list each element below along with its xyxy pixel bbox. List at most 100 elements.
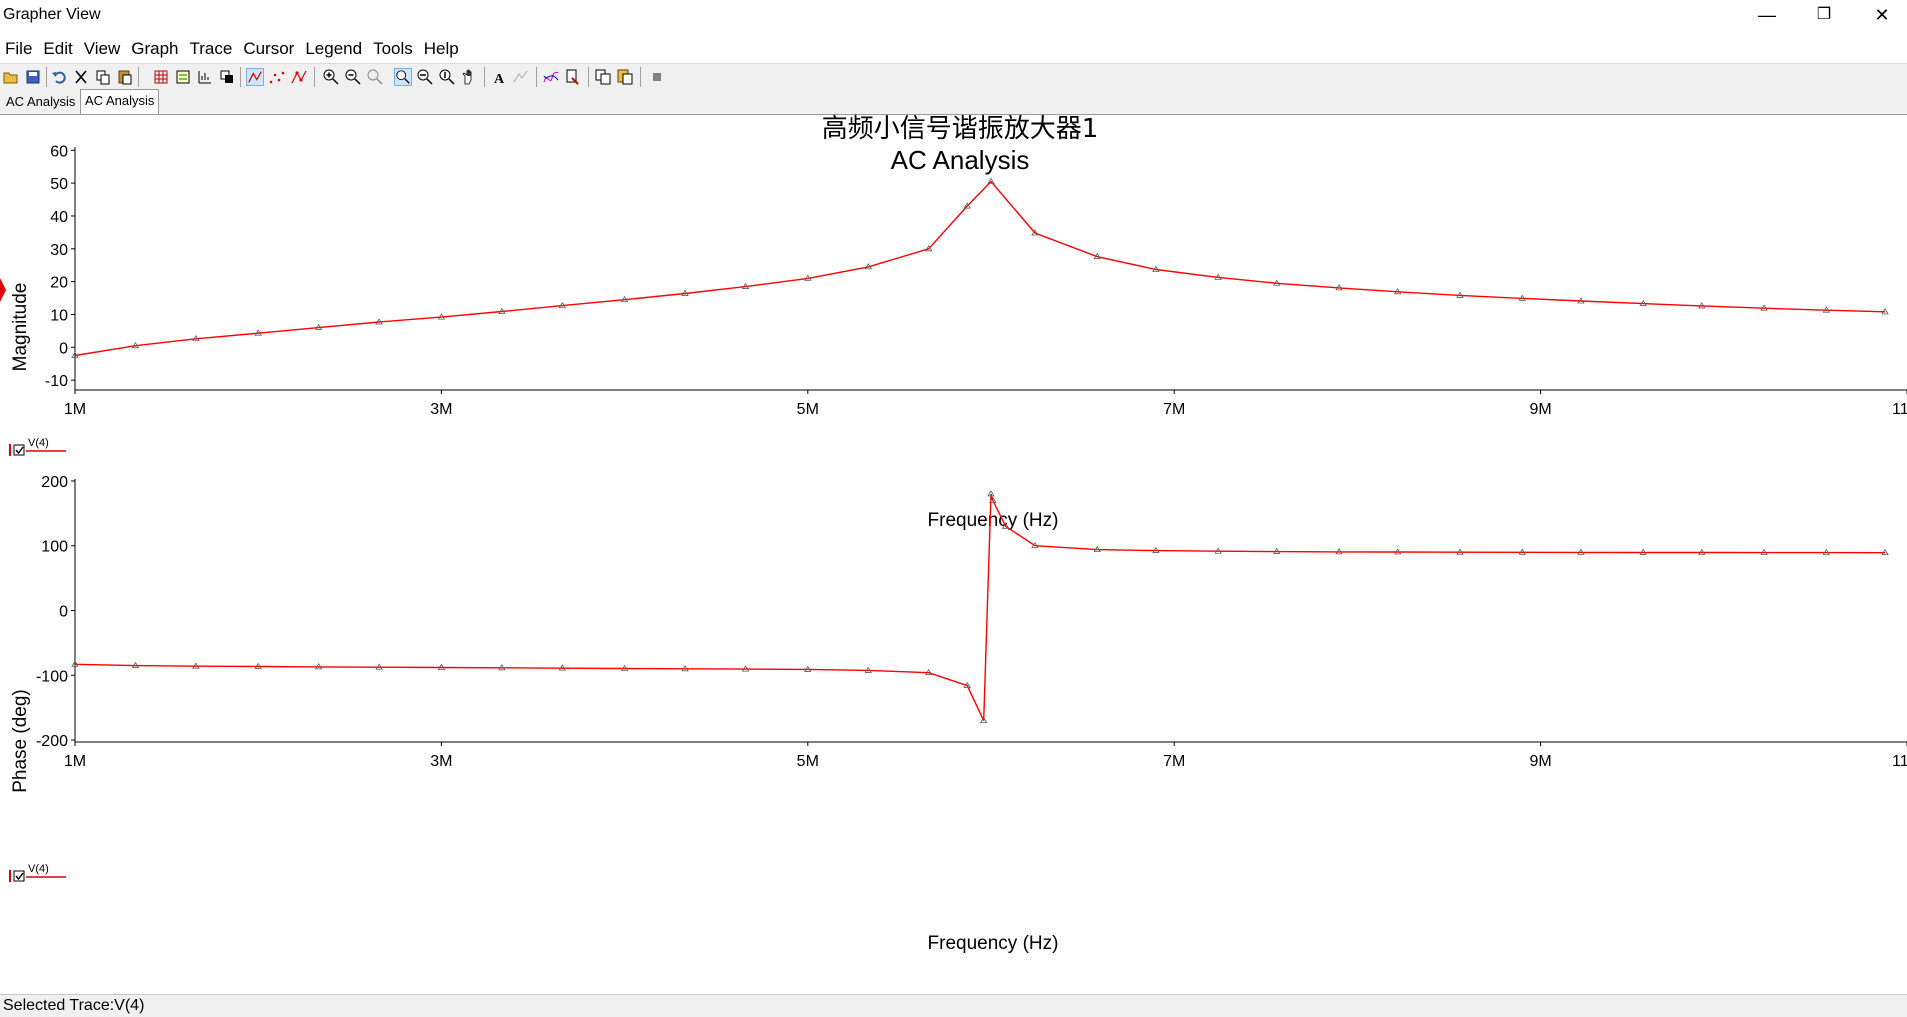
phase-plot: Phase (deg) Frequency (Hz) — [10, 689, 1058, 954]
phase-x-label: Frequency (Hz) — [928, 933, 1059, 954]
menu-tools[interactable]: Tools — [373, 39, 413, 58]
x-tick-label: 1M — [64, 753, 86, 770]
y-tick-label: 30 — [50, 242, 68, 259]
stop-icon[interactable] — [648, 68, 666, 86]
chart-1-marks: 200 100 0 -100 -200 1M 3M 5M 7M 9M 11M — [36, 474, 1907, 770]
tab-ac-analysis-1[interactable]: AC Analysis — [6, 94, 76, 109]
zoom-out-icon[interactable] — [344, 68, 362, 86]
menu-legend[interactable]: Legend — [305, 39, 363, 58]
zoom-x-icon[interactable] — [394, 68, 412, 86]
legend-checkbox[interactable] — [13, 444, 25, 456]
minimize-button[interactable]: — — [1758, 5, 1776, 25]
legend-icon[interactable] — [174, 68, 192, 86]
data-point-marker — [1760, 304, 1768, 311]
data-point-marker — [1393, 548, 1402, 555]
y-tick-label: 50 — [50, 176, 68, 193]
title-bar: Grapher View — ❐ ✕ — [0, 0, 1907, 30]
data-point-marker — [71, 660, 79, 667]
y-tick-label: 20 — [50, 275, 68, 292]
x-tick-label: 3M — [430, 401, 452, 418]
zoom-y-icon[interactable] — [416, 68, 434, 86]
dots-icon[interactable] — [268, 68, 286, 86]
legend-magnitude[interactable]: V(4) — [9, 437, 66, 456]
paste-icon[interactable] — [116, 68, 134, 86]
data-point-marker — [864, 666, 872, 673]
data-point-marker — [1093, 252, 1101, 260]
menu-cursor[interactable]: Cursor — [243, 39, 295, 58]
legend-phase[interactable]: V(4) — [9, 863, 66, 882]
data-point-marker — [1698, 548, 1706, 555]
toggle-icon[interactable] — [196, 68, 214, 86]
pan-icon[interactable] — [460, 68, 478, 86]
data-point-marker — [1152, 265, 1160, 272]
menu-edit[interactable]: Edit — [43, 39, 73, 58]
data-point-marker — [1456, 291, 1464, 298]
data-point-marker — [192, 662, 200, 669]
label-icon[interactable] — [512, 68, 530, 86]
data-point-marker — [498, 307, 506, 314]
x-tick-label: 5M — [797, 753, 819, 770]
graph-area[interactable]: 高频小信号谐振放大器1 AC Analysis Magnitude Freque… — [0, 114, 1907, 994]
data-point-marker — [1518, 294, 1526, 301]
phase-y-label: Phase (deg) — [10, 689, 31, 793]
open-icon[interactable] — [2, 68, 20, 86]
y-tick-label: 100 — [41, 539, 68, 556]
data-point-marker — [741, 665, 750, 672]
zoom-full-icon[interactable] — [366, 68, 384, 86]
line-dots-icon[interactable] — [290, 68, 308, 86]
magnitude-x-label: Frequency (Hz) — [928, 510, 1059, 531]
toolbar-separator — [640, 67, 641, 87]
data-point-marker — [979, 716, 988, 724]
grid-icon[interactable] — [152, 68, 170, 86]
overlay-icon[interactable] — [218, 68, 236, 86]
data-point-marker — [1639, 299, 1647, 307]
copy-icon[interactable] — [94, 68, 112, 86]
data-point-marker — [192, 334, 200, 342]
toolbar-separator — [46, 67, 47, 87]
export-icon[interactable] — [564, 68, 582, 86]
window-title: Grapher View — [3, 6, 101, 23]
toolbar-separator — [240, 67, 241, 87]
data-point-marker — [1393, 288, 1402, 295]
menu-trace[interactable]: Trace — [189, 39, 233, 58]
curve-icon[interactable] — [542, 68, 560, 86]
data-point-marker — [1698, 302, 1706, 309]
data-point-marker — [681, 289, 689, 296]
data-point-marker — [1273, 547, 1281, 554]
data-point-marker — [437, 663, 446, 670]
y-tick-label: 10 — [50, 307, 68, 324]
data-point-marker — [1639, 548, 1647, 555]
x-tick-label: 5M — [797, 401, 819, 418]
menu-bar: File Edit View Graph Trace Cursor Legend Tools H… — [0, 35, 1907, 63]
data-point-marker — [1822, 548, 1831, 555]
undo-icon[interactable] — [50, 68, 68, 86]
data-point-marker — [989, 496, 997, 503]
data-point-marker — [254, 329, 262, 336]
menu-help[interactable]: Help — [423, 39, 459, 58]
paste-graph-icon[interactable] — [616, 68, 634, 86]
restore-button[interactable]: ❐ — [1816, 6, 1832, 23]
close-button[interactable]: ✕ — [1874, 5, 1890, 25]
x-tick-label: 9M — [1529, 401, 1551, 418]
menu-graph[interactable]: Graph — [131, 39, 179, 58]
copy-graph-icon[interactable] — [594, 68, 612, 86]
menu-file[interactable]: File — [5, 39, 33, 58]
toolbar-separator — [536, 67, 537, 87]
text-icon[interactable]: A — [490, 68, 508, 86]
y-tick-label: 0 — [59, 340, 68, 357]
data-point-marker — [804, 274, 812, 281]
tab-ac-analysis-2[interactable]: AC Analysis — [80, 89, 160, 114]
y-tick-label: -10 — [45, 373, 68, 390]
data-point-marker — [1214, 547, 1222, 554]
x-tick-label: 11M — [1892, 753, 1907, 770]
save-icon[interactable] — [24, 68, 42, 86]
data-point-marker — [1577, 297, 1585, 304]
cut-icon[interactable] — [72, 68, 90, 86]
zoom-window-icon[interactable] — [438, 68, 456, 86]
data-point-marker — [987, 490, 995, 497]
menu-view[interactable]: View — [83, 39, 121, 58]
legend-checkbox[interactable] — [13, 870, 25, 882]
legend-label: V(4) — [28, 437, 49, 449]
zoom-in-icon[interactable] — [322, 68, 340, 86]
lines-icon[interactable] — [246, 68, 264, 86]
